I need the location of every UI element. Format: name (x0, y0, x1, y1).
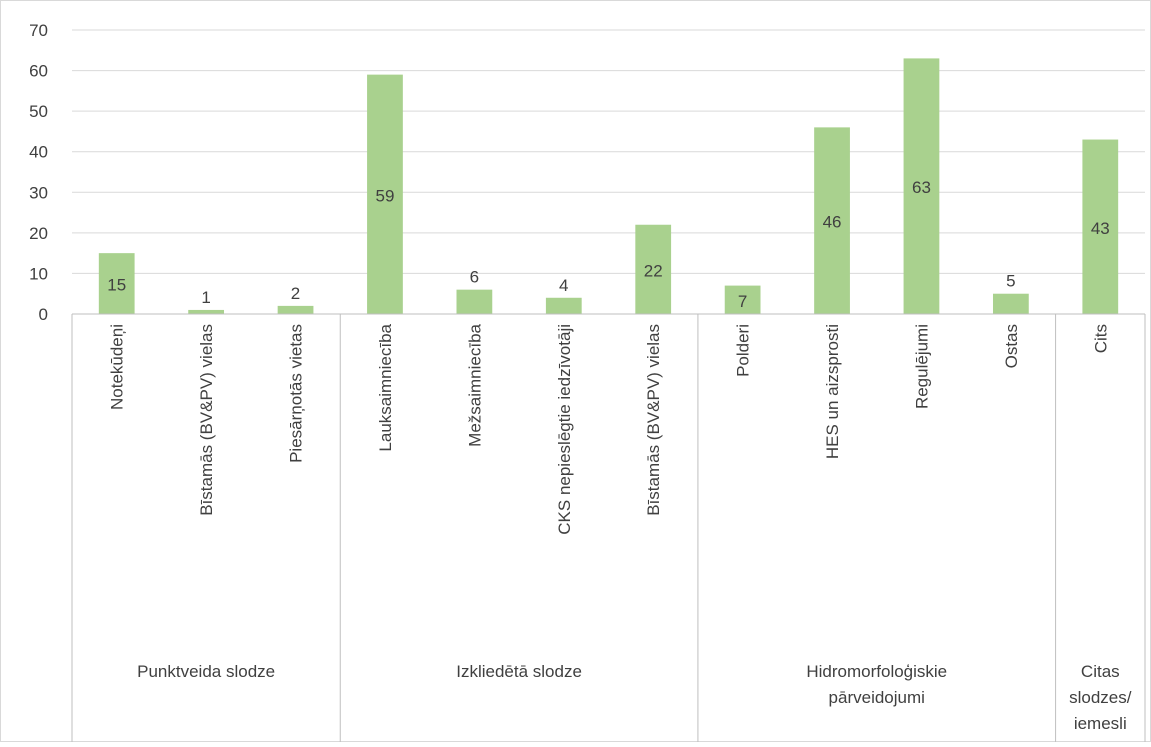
data-label: 22 (644, 261, 663, 280)
bar (903, 58, 940, 315)
x-axis: Notekūdeņi Bīstamās (BV&PV) vielas Piesārņ… (71, 313, 1146, 742)
y-tick-label: 10 (29, 264, 48, 283)
data-label: 59 (375, 186, 394, 205)
data-labels: 15 1 2 59 6 4 22 7 46 63 5 43 (107, 178, 1110, 311)
x-tick-label: CKS nepieslēgtie iedzīvotāji (555, 324, 574, 535)
x-tick-label: Regulējumi (912, 324, 931, 409)
x-tick-label: HES un aizsprosti (823, 324, 842, 459)
data-label: 7 (738, 292, 747, 311)
bar (456, 289, 493, 314)
data-label: 1 (201, 288, 210, 307)
x-tick-label: Mežsaimniecība (465, 323, 484, 446)
data-label: 46 (823, 213, 842, 232)
bar (724, 285, 761, 314)
data-label: 2 (291, 284, 300, 303)
y-tick-label: 30 (29, 183, 48, 202)
y-tick-label: 60 (29, 62, 48, 81)
x-tick-label: Cits (1091, 324, 1110, 353)
x-tick-label: Bīstamās (BV&PV) vielas (197, 324, 216, 516)
bar (277, 305, 314, 314)
data-label: 4 (559, 276, 568, 295)
bar (188, 309, 225, 314)
x-tick-label: Ostas (1002, 324, 1021, 368)
y-axis: 0 10 20 30 40 50 60 70 (29, 21, 48, 324)
bar (1082, 139, 1119, 314)
x-tick-label: Polderi (734, 324, 753, 377)
data-label: 15 (107, 276, 126, 295)
group-label: Izkliedētā slodze (456, 662, 582, 681)
group-label: Citas slodzes/iemesli (1069, 662, 1132, 733)
gridlines (72, 29, 1145, 274)
bar (98, 253, 135, 314)
y-tick-label: 70 (29, 21, 48, 40)
x-tick-label: Lauksaimniecība (376, 323, 395, 451)
x-tick-label: Piesārņotās vietas (287, 324, 306, 463)
data-label: 5 (1006, 272, 1015, 291)
x-tick-label: Notekūdeņi (108, 324, 127, 410)
y-tick-label: 50 (29, 102, 48, 121)
bar (545, 297, 582, 314)
bars (98, 58, 1119, 315)
bar (992, 293, 1029, 314)
bar (814, 127, 850, 314)
x-tick-label: Bīstamās (BV&PV) vielas (644, 324, 663, 516)
y-tick-label: 0 (39, 305, 48, 324)
data-label: 6 (470, 268, 479, 287)
group-label: Punktveida slodze (137, 662, 275, 681)
bar (635, 224, 672, 314)
data-label: 43 (1091, 219, 1110, 238)
bar (367, 74, 403, 314)
y-tick-label: 20 (29, 224, 48, 243)
y-tick-label: 40 (29, 143, 48, 162)
data-label: 63 (912, 178, 931, 197)
group-label: Hidromorfoloģiskie pārveidojumi (806, 662, 947, 707)
